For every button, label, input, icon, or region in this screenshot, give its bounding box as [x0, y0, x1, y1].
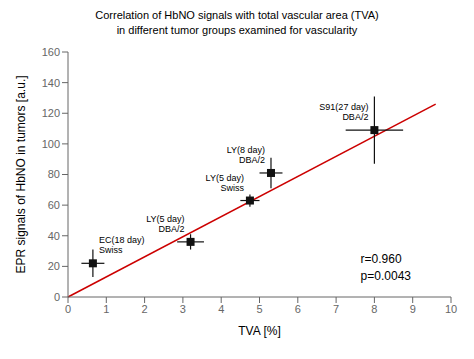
svg-text:8: 8 [371, 303, 377, 315]
svg-text:6: 6 [295, 303, 301, 315]
html-text:r=0.960 p=0.0043: r=0.960 p=0.0043 [360, 252, 411, 283]
svg-text:5: 5 [256, 303, 262, 315]
svg-text:160: 160 [42, 46, 60, 58]
svg-text:140: 140 [42, 77, 60, 89]
svg-text:LY(5 day)Swiss: LY(5 day)Swiss [206, 173, 245, 193]
svg-text:EPR signals of HbNO in tumors: EPR signals of HbNO in tumors [a.u.] [14, 75, 28, 273]
svg-text:TVA [%]: TVA [%] [238, 324, 280, 338]
svg-text:3: 3 [180, 303, 186, 315]
svg-text:0: 0 [54, 291, 60, 303]
svg-text:40: 40 [48, 230, 60, 242]
svg-text:S91(27 day)DBA/2: S91(27 day)DBA/2 [319, 102, 368, 122]
svg-text:7: 7 [333, 303, 339, 315]
svg-text:LY(5 day)DBA/2: LY(5 day)DBA/2 [146, 214, 184, 234]
svg-text:EC(18 day)Swiss: EC(18 day)Swiss [99, 235, 145, 255]
svg-text:2: 2 [142, 303, 148, 315]
svg-text:100: 100 [42, 138, 60, 150]
svg-text:9: 9 [410, 303, 416, 315]
svg-text:60: 60 [48, 199, 60, 211]
html-text:Correlation of HbNO signals wi: Correlation of HbNO signals with total v… [95, 9, 379, 21]
svg-text:10: 10 [445, 303, 457, 315]
svg-text:LY(8 day)DBA/2: LY(8 day)DBA/2 [227, 145, 265, 165]
svg-text:4: 4 [218, 303, 224, 315]
svg-text:120: 120 [42, 107, 60, 119]
svg-text:1: 1 [103, 303, 109, 315]
svg-text:20: 20 [48, 260, 60, 272]
svg-text:0: 0 [65, 303, 71, 315]
svg-text:80: 80 [48, 168, 60, 180]
html-text:in different tumor groups exam: in different tumor groups examined for v… [116, 24, 358, 36]
